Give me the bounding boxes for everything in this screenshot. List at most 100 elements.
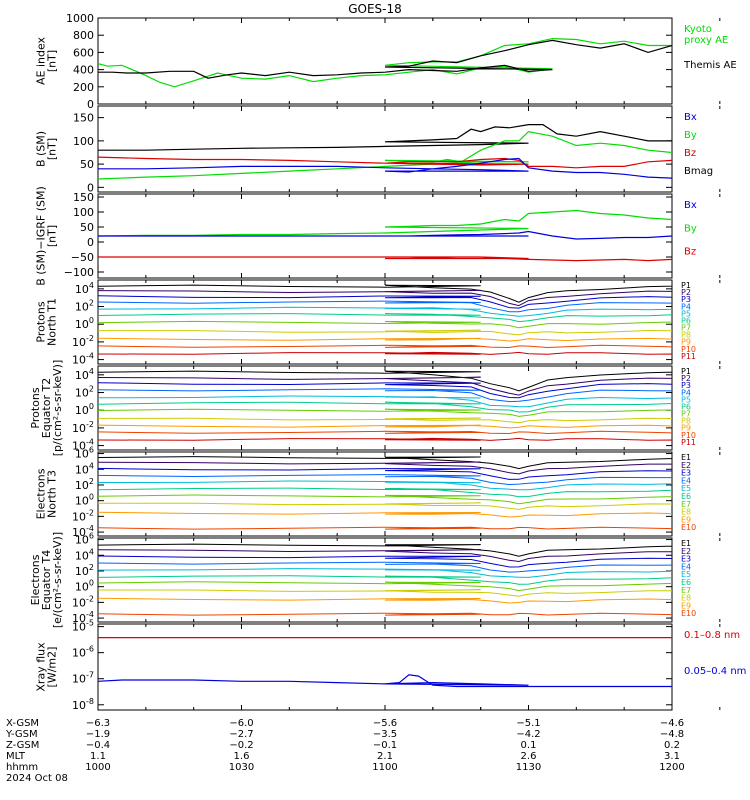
legend-entry: E1: [681, 453, 691, 462]
panel-frame: [97, 451, 673, 537]
legend-entry: proxy AE: [684, 35, 728, 46]
legend-entry: Bx: [684, 112, 697, 123]
ephemeris-value: −6.3: [86, 718, 110, 729]
ephemeris-value: −4.6: [660, 718, 684, 729]
legend-entry: P4: [681, 302, 691, 311]
series-line: [98, 636, 672, 639]
legend-entry: P6: [681, 402, 691, 411]
panel-frame: [97, 17, 673, 105]
legend-entry: E1: [681, 539, 691, 548]
channel-line: [98, 382, 672, 399]
legend-entry: P11: [681, 352, 696, 361]
channel-line: [98, 395, 672, 408]
ephemeris-value: 1130: [516, 762, 541, 773]
panel-4: 104 102 100 10-2 10-4 ProtonsNorth T1 P1P2P3P4…: [35, 279, 721, 367]
channel-line: [98, 568, 672, 578]
ephemeris-row-label: Y-GSM: [5, 729, 38, 740]
y-tick-label: 102: [75, 299, 94, 314]
ephemeris-value: −4.8: [660, 729, 684, 740]
legend-entry: P10: [681, 431, 696, 440]
legend-entry: E9: [681, 601, 691, 610]
legend-entry: P1: [681, 367, 691, 376]
y-tick-label: 100: [73, 206, 94, 219]
ephemeris-value: 0.1: [521, 740, 537, 751]
channel-line: [98, 329, 672, 336]
legend-entry: E10: [681, 609, 696, 618]
series-group: [98, 370, 672, 441]
ephemeris-value: 1200: [659, 762, 684, 773]
channel-line: [98, 474, 672, 486]
legend-entry: E2: [681, 547, 691, 556]
panel-3: 150 100 50 0 −50 −100 B (SM)−IGRF (SM)[nT] Bx By…: [35, 186, 721, 286]
series-line: [98, 674, 672, 688]
legend-entry: By: [684, 130, 697, 141]
series-group: [98, 456, 672, 530]
legend-entry: Bmag: [684, 166, 713, 177]
legend-entry: P5: [681, 309, 691, 318]
channel-line: [98, 502, 672, 510]
channel-line: [98, 313, 672, 323]
y-tick-label: −100: [64, 266, 94, 279]
legend-entry: P4: [681, 388, 691, 397]
series-group: [98, 543, 672, 616]
channel-line: [98, 597, 672, 604]
y-tick-label: 150: [73, 112, 94, 125]
y-axis-label: ProtonsNorth T1: [35, 298, 59, 346]
channel-line: [98, 467, 672, 480]
y-tick-label: 100: [75, 316, 94, 331]
y-tick-label: 10-5: [72, 619, 94, 634]
channel-line: [98, 306, 672, 317]
channel-line: [98, 300, 672, 313]
panel-1: 1000 800 600 400 200 0 AE index[nT] Kyotoproxy …: [35, 12, 737, 111]
y-tick-label: 0: [87, 236, 94, 249]
channel-line: [98, 456, 672, 470]
legend-entry: E4: [681, 562, 691, 571]
y-axis-label: ElectronsEquator T4[e/(cm²-s-sr-keV)]: [29, 532, 64, 628]
y-tick-label: 10-2: [72, 508, 94, 523]
y-tick-label: 10-7: [72, 671, 94, 686]
y-tick-label: 10-2: [72, 334, 94, 349]
channel-line: [98, 461, 672, 475]
legend-entry: E2: [681, 461, 691, 470]
y-axis-label: AE index[nT]: [35, 36, 59, 85]
channel-line: [98, 581, 672, 592]
channel-line: [98, 370, 672, 392]
y-tick-label: 106: [75, 446, 94, 461]
y-tick-label: 0: [87, 98, 94, 111]
channel-line: [98, 589, 672, 597]
legend-entry: Bz: [684, 247, 696, 258]
channel-line: [98, 549, 672, 563]
ephemeris-value: −5.1: [516, 718, 540, 729]
channel-line: [98, 320, 672, 329]
ephemeris-value: −0.1: [373, 740, 397, 751]
ephemeris-value: 2.1: [377, 751, 393, 762]
legend-entry: E3: [681, 555, 691, 564]
y-axis-label: B (SM)−IGRF (SM)[nT]: [35, 186, 59, 286]
legend-entry: Kyoto: [684, 24, 712, 35]
channel-line: [98, 575, 672, 585]
series-group: [98, 123, 672, 183]
series-group: [98, 284, 672, 355]
legend-entry: P2: [681, 288, 691, 297]
legend-entry: Themis AE: [683, 60, 737, 71]
channel-line: [98, 543, 672, 557]
y-axis-label: ProtonsEquator T2[p/(cm²-s-sr-keV)]: [29, 360, 64, 457]
series-group: [98, 636, 672, 688]
y-tick-label: 50: [80, 221, 94, 234]
ephemeris-row-label: Z-GSM: [6, 740, 39, 751]
channel-line: [98, 344, 672, 349]
channel-line: [98, 555, 672, 568]
ephemeris-value: 1.6: [234, 751, 250, 762]
channel-line: [98, 376, 672, 396]
ephemeris-value: −6.0: [229, 718, 253, 729]
legend-entry: P5: [681, 395, 691, 404]
series-line: [98, 157, 672, 183]
legend-entry: E9: [681, 515, 691, 524]
series-line: [98, 230, 672, 242]
legend-entry: P9: [681, 424, 691, 433]
legend-entry: E5: [681, 484, 691, 493]
